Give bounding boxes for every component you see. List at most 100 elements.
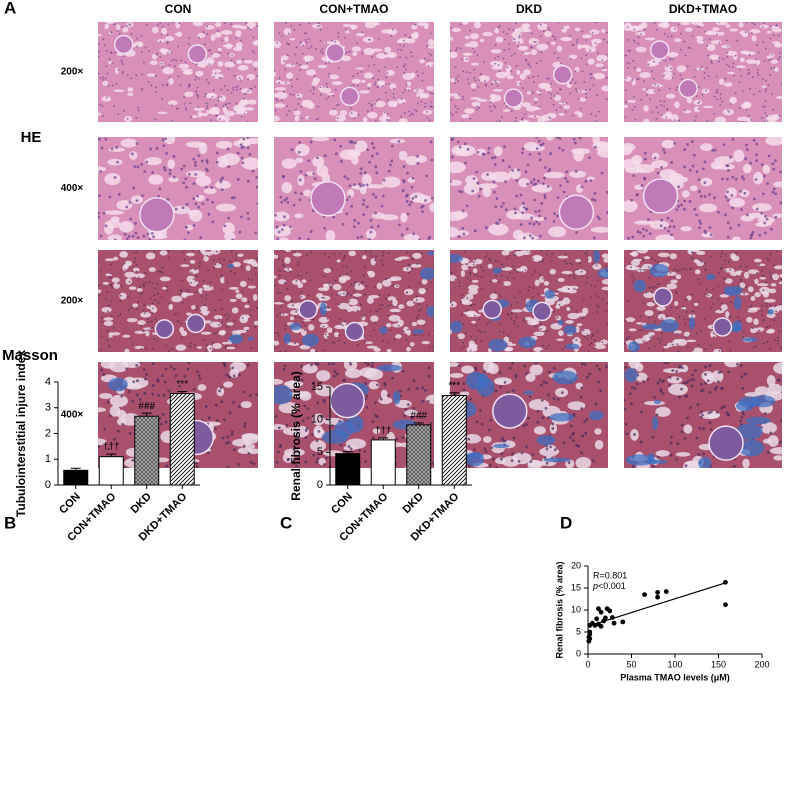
nucleus — [633, 39, 635, 41]
lumen — [773, 362, 789, 374]
nucleus — [137, 165, 140, 168]
nucleus — [104, 138, 107, 141]
nucleus — [212, 96, 214, 98]
nucleus — [278, 32, 280, 34]
nucleus — [773, 319, 775, 321]
nucleus — [215, 264, 217, 266]
nucleus — [462, 96, 464, 98]
nucleus — [473, 89, 475, 91]
nucleus — [539, 274, 541, 276]
nucleus — [633, 433, 636, 436]
tissue — [445, 133, 616, 244]
nucleus — [162, 272, 164, 274]
lumen — [742, 459, 749, 469]
lumen — [112, 277, 120, 283]
nucleus — [606, 191, 609, 194]
significance-label: ††† — [375, 426, 392, 437]
nucleus — [345, 212, 348, 215]
lumen — [241, 157, 260, 169]
fibrosis — [228, 264, 235, 268]
nucleus — [225, 345, 227, 347]
nucleus — [489, 321, 491, 323]
nucleus — [221, 400, 224, 403]
nucleus — [405, 63, 407, 65]
lumen — [215, 22, 221, 27]
nucleus — [301, 276, 303, 278]
nucleus — [305, 436, 308, 439]
lumen — [216, 204, 236, 212]
nucleus — [190, 116, 192, 118]
nucleus — [572, 79, 574, 81]
nucleus — [371, 365, 374, 368]
nucleus — [476, 109, 478, 111]
lumen — [203, 256, 209, 262]
nucleus — [315, 362, 318, 365]
lumen — [729, 198, 745, 208]
nucleus — [587, 277, 589, 279]
nucleus — [548, 371, 551, 374]
nucleus — [151, 282, 153, 284]
nucleus — [632, 109, 634, 111]
nucleus — [709, 364, 712, 367]
nucleus — [286, 114, 288, 116]
nucleus — [192, 249, 194, 251]
nucleus — [700, 330, 702, 332]
nucleus — [504, 39, 506, 41]
nucleus — [157, 380, 160, 383]
nucleus — [303, 405, 306, 408]
nucleus — [522, 424, 525, 427]
lumen — [127, 93, 133, 97]
nucleus — [713, 332, 715, 334]
nucleus — [383, 179, 386, 182]
nucleus — [222, 437, 225, 440]
nucleus — [374, 286, 376, 288]
nucleus — [189, 85, 191, 87]
nucleus — [507, 335, 509, 337]
nucleus — [306, 272, 308, 274]
nucleus — [334, 41, 336, 43]
lumen — [494, 28, 499, 33]
nucleus — [475, 339, 477, 341]
nucleus — [155, 91, 157, 93]
nucleus — [657, 261, 659, 263]
nucleus — [514, 207, 517, 210]
nucleus — [683, 200, 686, 203]
nucleus — [242, 59, 244, 61]
nucleus — [766, 326, 768, 328]
nucleus — [489, 464, 492, 467]
nucleus — [162, 67, 164, 69]
nucleus — [416, 295, 418, 297]
nucleus — [398, 223, 401, 226]
lumen — [737, 117, 749, 121]
fibrosis — [652, 416, 658, 430]
lumen — [471, 321, 476, 324]
nucleus — [390, 304, 392, 306]
nucleus — [606, 32, 608, 34]
nucleus — [704, 195, 707, 198]
glomerulus — [341, 87, 359, 105]
nucleus — [111, 62, 113, 64]
nucleus — [479, 188, 482, 191]
nucleus — [559, 299, 561, 301]
lumen — [320, 324, 329, 329]
nucleus — [640, 411, 643, 414]
nucleus — [380, 304, 382, 306]
lumen — [693, 347, 703, 354]
nucleus — [538, 222, 541, 225]
nucleus — [319, 25, 321, 27]
nucleus — [730, 301, 732, 303]
nucleus — [384, 53, 386, 55]
nucleus — [137, 236, 140, 239]
nucleus — [357, 310, 359, 312]
lumen — [629, 328, 637, 331]
nucleus — [774, 159, 777, 162]
nucleus — [522, 117, 524, 119]
nucleus — [757, 72, 759, 74]
nucleus — [180, 59, 182, 61]
nucleus — [586, 251, 588, 253]
glomerulus — [115, 35, 133, 53]
nucleus — [470, 279, 472, 281]
nucleus — [636, 193, 639, 196]
lumen — [445, 162, 466, 173]
nucleus — [166, 83, 168, 85]
